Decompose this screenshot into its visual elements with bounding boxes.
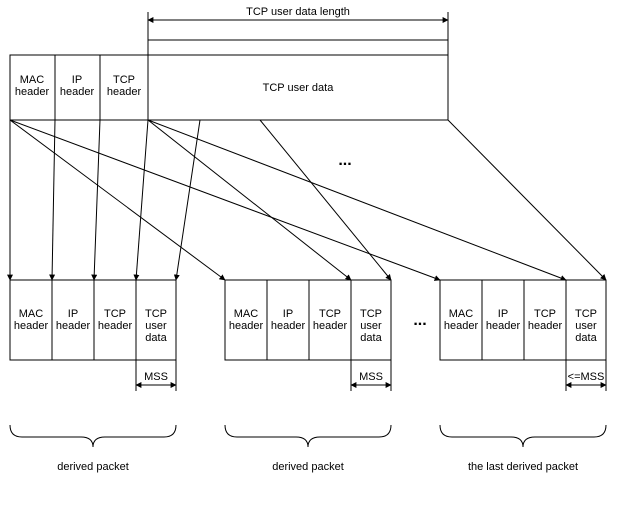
ellipsis-top: ... — [338, 152, 351, 169]
derivation-arrows — [10, 120, 606, 280]
braces: derived packet derived packet the last der… — [10, 425, 606, 473]
original-packet: MACheader IPheader TCPheader TCP user da… — [10, 40, 448, 120]
derived-caption: derived packet — [272, 461, 344, 473]
derived-caption: derived packet — [57, 461, 129, 473]
svg-text:TCPuserdata: TCPuserdata — [360, 308, 383, 344]
dim-label: TCP user data length — [246, 6, 350, 18]
svg-text:TCPuserdata: TCPuserdata — [575, 308, 598, 344]
mss-dims: MSS MSS <=MSS — [136, 360, 606, 391]
mss-last-label: <=MSS — [568, 371, 605, 383]
ellipsis-bottom: ... — [413, 312, 426, 329]
mss-label: MSS — [359, 371, 383, 383]
derived-packets: MACheaderIPheaderTCPheaderTCPuserdataMAC… — [10, 280, 606, 360]
svg-text:TCPuserdata: TCPuserdata — [145, 308, 168, 344]
derived-last-caption: the last derived packet — [468, 461, 578, 473]
top-data-label: TCP user data — [263, 82, 335, 94]
mss-label: MSS — [144, 371, 168, 383]
